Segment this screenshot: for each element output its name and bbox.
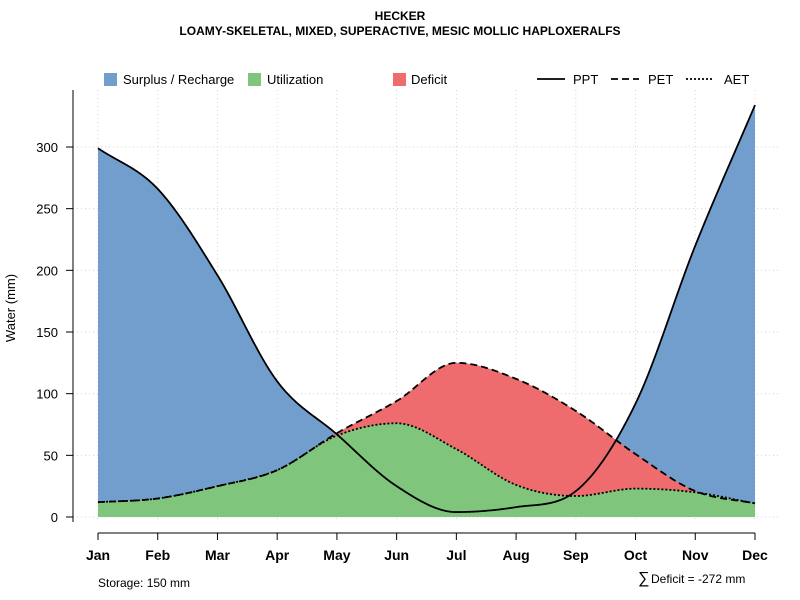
surplus-recharge-area — [98, 105, 755, 517]
y-tick-label-0: 0 — [51, 510, 58, 525]
x-tick-label-sep: Sep — [563, 547, 589, 563]
x-tick-label-nov: Nov — [682, 547, 709, 563]
legend-layer: Surplus / Recharge Utilization Deficit PPT P… — [104, 72, 749, 87]
legend-label-surplus-recharge: Surplus / Recharge — [123, 72, 234, 87]
y-tick-label-50: 50 — [44, 448, 58, 463]
sum-symbol: ∑ — [638, 570, 650, 587]
x-tick-label-apr: Apr — [265, 547, 290, 563]
legend-swatch-deficit — [393, 73, 406, 86]
deficit-note: Deficit = -272 mm — [651, 572, 746, 586]
x-tick-label-dec: Dec — [742, 547, 768, 563]
fill-layer — [98, 105, 755, 517]
y-tick-label-200: 200 — [36, 263, 58, 278]
y-axis-label: Water (mm) — [3, 274, 18, 342]
y-tick-label-150: 150 — [36, 325, 58, 340]
chart-title: HECKER — [374, 9, 426, 23]
x-tick-label-oct: Oct — [624, 547, 648, 563]
x-tick-label-feb: Feb — [145, 547, 170, 563]
aet-line — [97, 422, 756, 505]
y-tick-label-250: 250 — [36, 202, 58, 217]
x-tick-label-aug: Aug — [502, 547, 529, 563]
y-tick-label-100: 100 — [36, 387, 58, 402]
x-tick-label-mar: Mar — [205, 547, 230, 563]
legend-label-aet: AET — [724, 72, 749, 87]
y-tick-label-300: 300 — [36, 140, 58, 155]
chart-subtitle: LOAMY-SKELETAL, MIXED, SUPERACTIVE, MESI… — [179, 24, 621, 38]
axis-layer: 0 50 100 150 200 250 300 Jan Feb Mar Apr May Jun Jul A… — [3, 90, 768, 563]
legend-label-pet: PET — [648, 72, 673, 87]
utilization-area — [98, 423, 755, 517]
ppt-line — [97, 104, 756, 513]
storage-note: Storage: 150 mm — [98, 576, 191, 590]
pet-line — [97, 361, 756, 505]
legend-label-utilization: Utilization — [267, 72, 323, 87]
x-tick-label-jan: Jan — [86, 547, 110, 563]
legend-label-ppt: PPT — [573, 72, 598, 87]
x-tick-label-may: May — [323, 547, 350, 563]
x-tick-label-jul: Jul — [446, 547, 466, 563]
line-layer — [97, 104, 756, 513]
legend-swatch-surplus-recharge — [104, 73, 117, 86]
x-tick-label-jun: Jun — [384, 547, 409, 563]
legend-swatch-utilization — [248, 73, 261, 86]
legend-label-deficit: Deficit — [411, 72, 448, 87]
